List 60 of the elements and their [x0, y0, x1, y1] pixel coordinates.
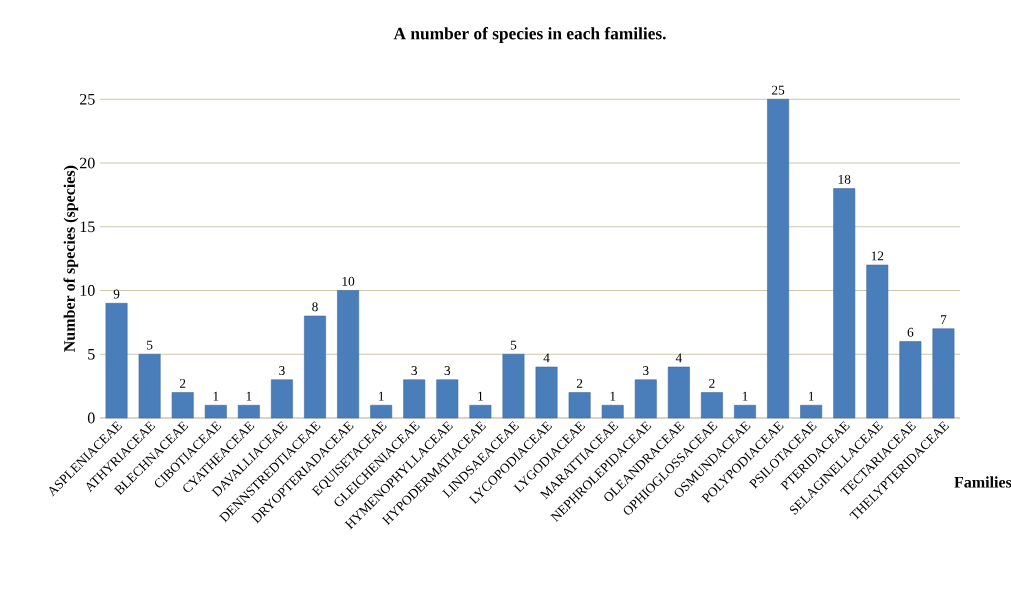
bar — [304, 315, 326, 419]
data-label: 1 — [378, 391, 384, 401]
data-label: 3 — [444, 366, 451, 376]
y-tick-label: 10 — [80, 285, 95, 296]
y-tick-label: 20 — [80, 157, 95, 169]
data-label: 2 — [576, 378, 583, 388]
data-label: 2 — [709, 378, 715, 388]
data-label: 3 — [411, 366, 418, 376]
bar — [866, 264, 889, 419]
data-label: 3 — [643, 366, 649, 376]
bar — [270, 379, 293, 419]
bar — [502, 353, 525, 419]
data-label: 1 — [478, 391, 483, 401]
bar — [833, 188, 856, 419]
data-label: 5 — [510, 340, 517, 350]
bar — [469, 404, 492, 419]
bar — [403, 379, 426, 419]
bar — [370, 404, 393, 419]
data-label: 10 — [342, 276, 355, 286]
data-label: 1 — [213, 391, 219, 401]
data-label: 25 — [772, 85, 785, 95]
x-axis-title: Families — [954, 476, 1011, 488]
bar — [932, 328, 955, 419]
data-label: 9 — [113, 289, 120, 299]
bar — [171, 392, 194, 419]
bar — [436, 379, 459, 419]
bar — [800, 404, 823, 419]
chart-title: A number of species in each families. — [393, 27, 666, 43]
data-label: 4 — [543, 353, 550, 363]
bar — [138, 353, 161, 419]
data-label: 8 — [312, 302, 318, 312]
bar — [734, 404, 756, 419]
data-label: 12 — [871, 251, 884, 261]
data-label: 6 — [907, 327, 914, 337]
bar — [634, 379, 657, 419]
y-tick-label: 25 — [80, 93, 95, 105]
data-label: 5 — [147, 340, 153, 350]
data-label: 1 — [610, 391, 616, 401]
data-label: 1 — [246, 391, 252, 401]
bar — [337, 290, 360, 419]
bar — [899, 341, 922, 419]
data-label: 4 — [675, 353, 682, 363]
data-label: 18 — [838, 174, 851, 184]
bar — [535, 366, 558, 419]
bar — [667, 366, 690, 419]
data-label: 3 — [279, 366, 285, 376]
bar — [204, 404, 227, 419]
data-label: 1 — [742, 391, 748, 401]
data-label: 7 — [941, 315, 947, 325]
data-label: 2 — [179, 378, 186, 388]
bar — [601, 404, 624, 419]
bar — [237, 404, 260, 419]
y-tick-label: 15 — [80, 221, 95, 233]
y-axis-title: Number of species (species) — [63, 165, 79, 352]
bar — [105, 303, 128, 419]
bar — [700, 392, 723, 419]
data-label: 1 — [808, 391, 814, 401]
bar — [568, 392, 591, 419]
y-tick-label: 5 — [88, 348, 95, 360]
bar — [767, 99, 790, 419]
